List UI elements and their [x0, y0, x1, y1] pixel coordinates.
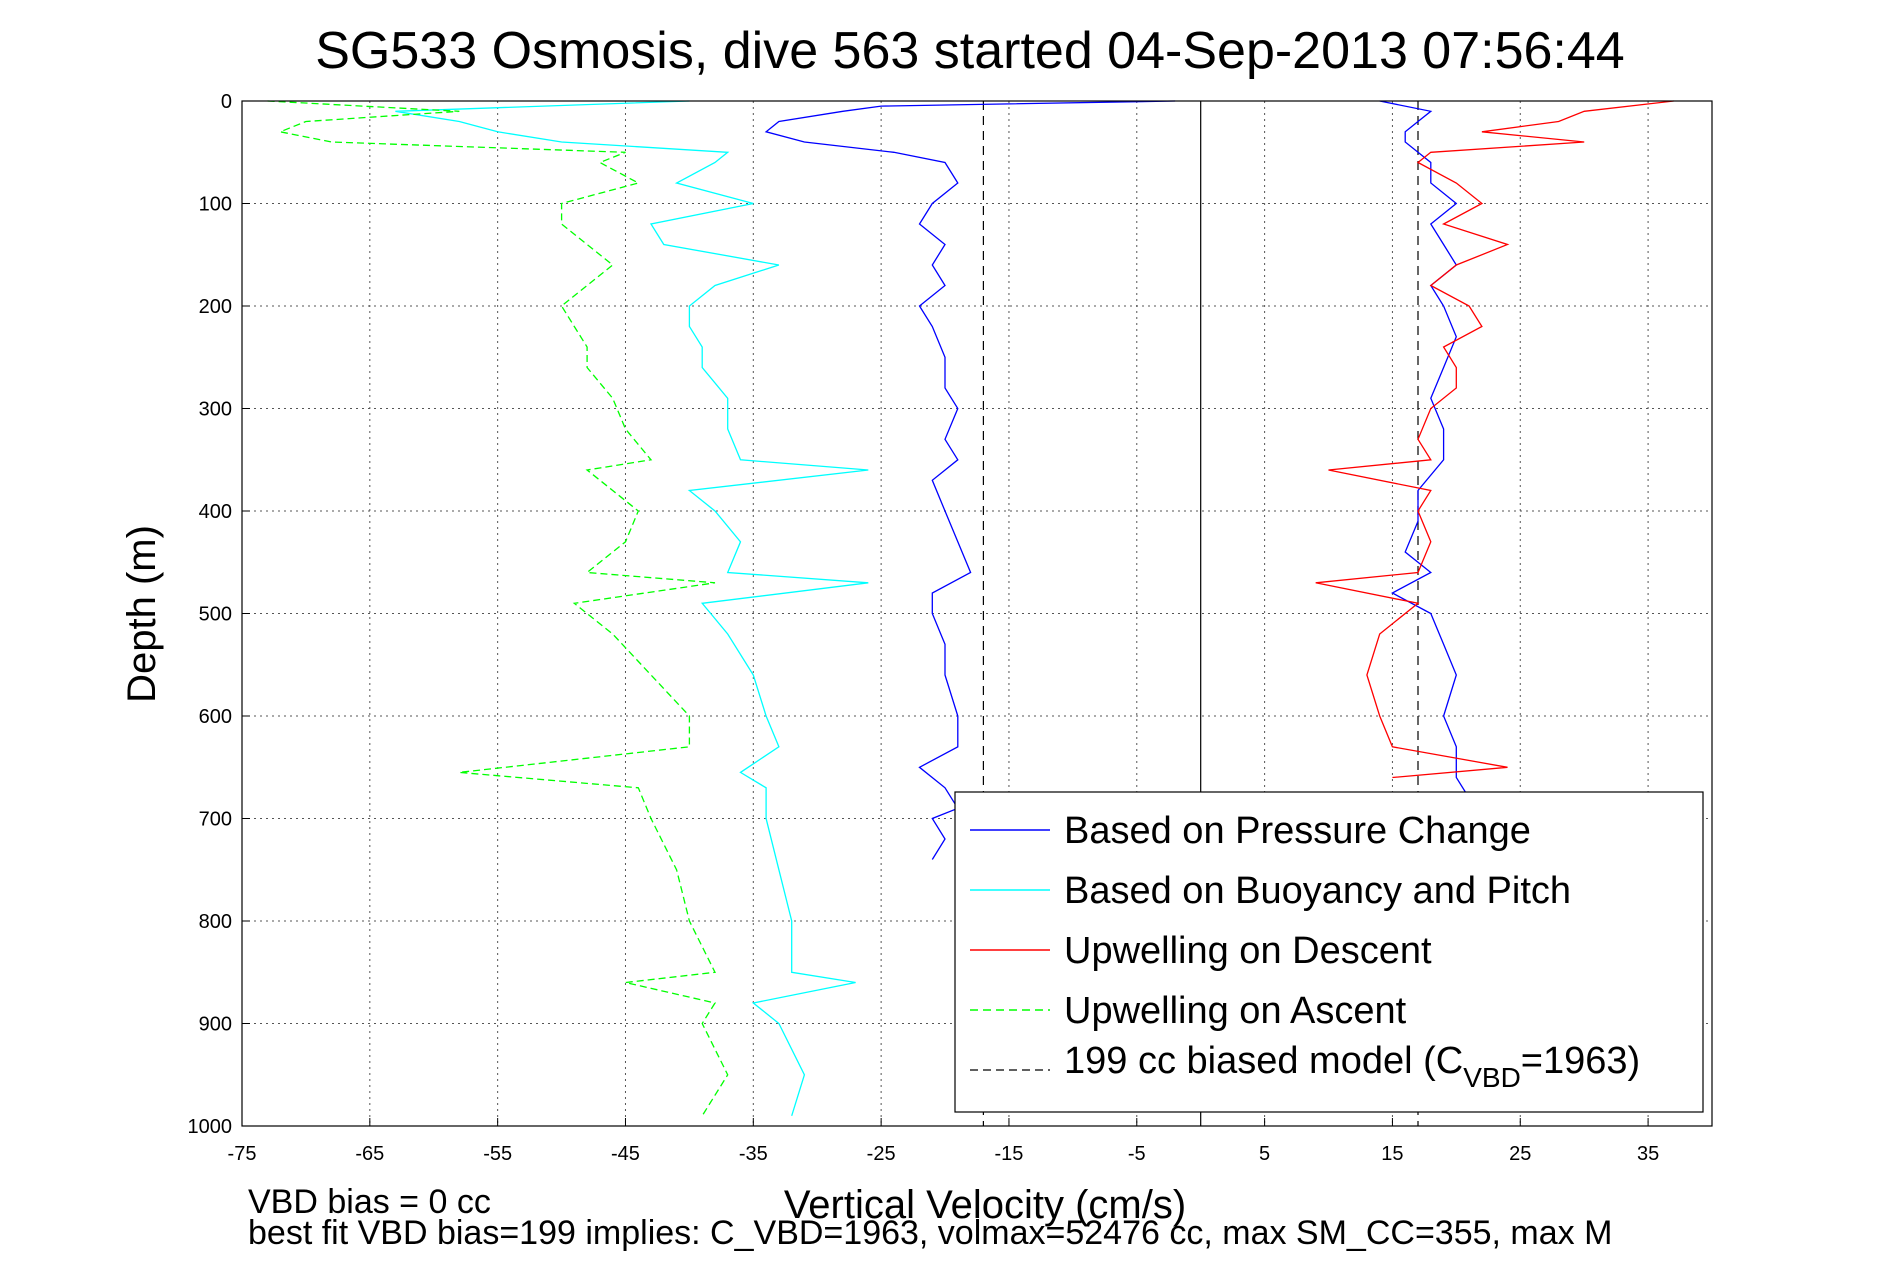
plot-frame [241, 100, 1713, 1127]
y-tick-label: 700 [199, 809, 232, 831]
y-ticks: 0 100 200 300 400 500 600 700 800 900 1000 [188, 91, 233, 1138]
x-tick-label: -15 [995, 1143, 1024, 1165]
series-line [764, 100, 1176, 860]
legend-label-ascent: Upwelling on Ascent [1064, 990, 1407, 1032]
x-tick-label: 25 [1509, 1143, 1531, 1165]
x-tick-label: 35 [1637, 1143, 1659, 1165]
legend-box [954, 791, 1704, 1113]
legend: Based on Pressure Change Based on Buoyan… [954, 791, 1704, 1113]
y-tick-label: 500 [199, 604, 232, 626]
y-tick-label: 100 [199, 194, 232, 216]
y-axis-label: Depth (m) [120, 525, 164, 703]
legend-label-descent: Upwelling on Descent [1064, 930, 1432, 972]
chart-title: SG533 Osmosis, dive 563 started 04-Sep-2… [315, 22, 1624, 80]
x-tick-label: -25 [867, 1143, 896, 1165]
x-ticks: -75 -65 -55 -45 -35 -25 -15 -5 5 15 25 35 [228, 1143, 1660, 1165]
legend-label-model: 199 cc biased model (CVBD=1963) [1064, 1040, 1640, 1093]
x-axis-label: Vertical Velocity (cm/s) [784, 1183, 1186, 1227]
y-tick-label: 200 [199, 296, 232, 318]
x-tick-label: -65 [355, 1143, 384, 1165]
y-tick-label: 600 [199, 706, 232, 728]
y-tick-label: 800 [199, 911, 232, 933]
y-tick-label: 900 [199, 1014, 232, 1036]
y-tick-label: 1000 [188, 1116, 233, 1138]
legend-label-pressure: Based on Pressure Change [1064, 810, 1531, 852]
series-line [395, 100, 869, 1116]
y-tick-label: 400 [199, 501, 232, 523]
x-tick-label: 15 [1381, 1143, 1403, 1165]
footer-line-2: best fit VBD bias=199 implies: C_VBD=196… [248, 1214, 1612, 1252]
x-tick-label: -55 [483, 1143, 512, 1165]
series-line [267, 100, 729, 1117]
x-tick-label: -5 [1128, 1143, 1146, 1165]
x-tick-label: -45 [611, 1143, 640, 1165]
legend-label-buoyancy: Based on Buoyancy and Pitch [1064, 870, 1571, 912]
footer-line-1: VBD bias = 0 cc [248, 1183, 491, 1221]
series-layer [267, 100, 1674, 1117]
y-tick-label: 0 [221, 91, 232, 113]
x-tick-label: -35 [739, 1143, 768, 1165]
series-line [1315, 100, 1674, 779]
x-tick-label: 5 [1259, 1143, 1270, 1165]
y-tick-label: 300 [199, 399, 232, 421]
series-line [1379, 100, 1470, 799]
x-tick-label: -75 [228, 1143, 257, 1165]
